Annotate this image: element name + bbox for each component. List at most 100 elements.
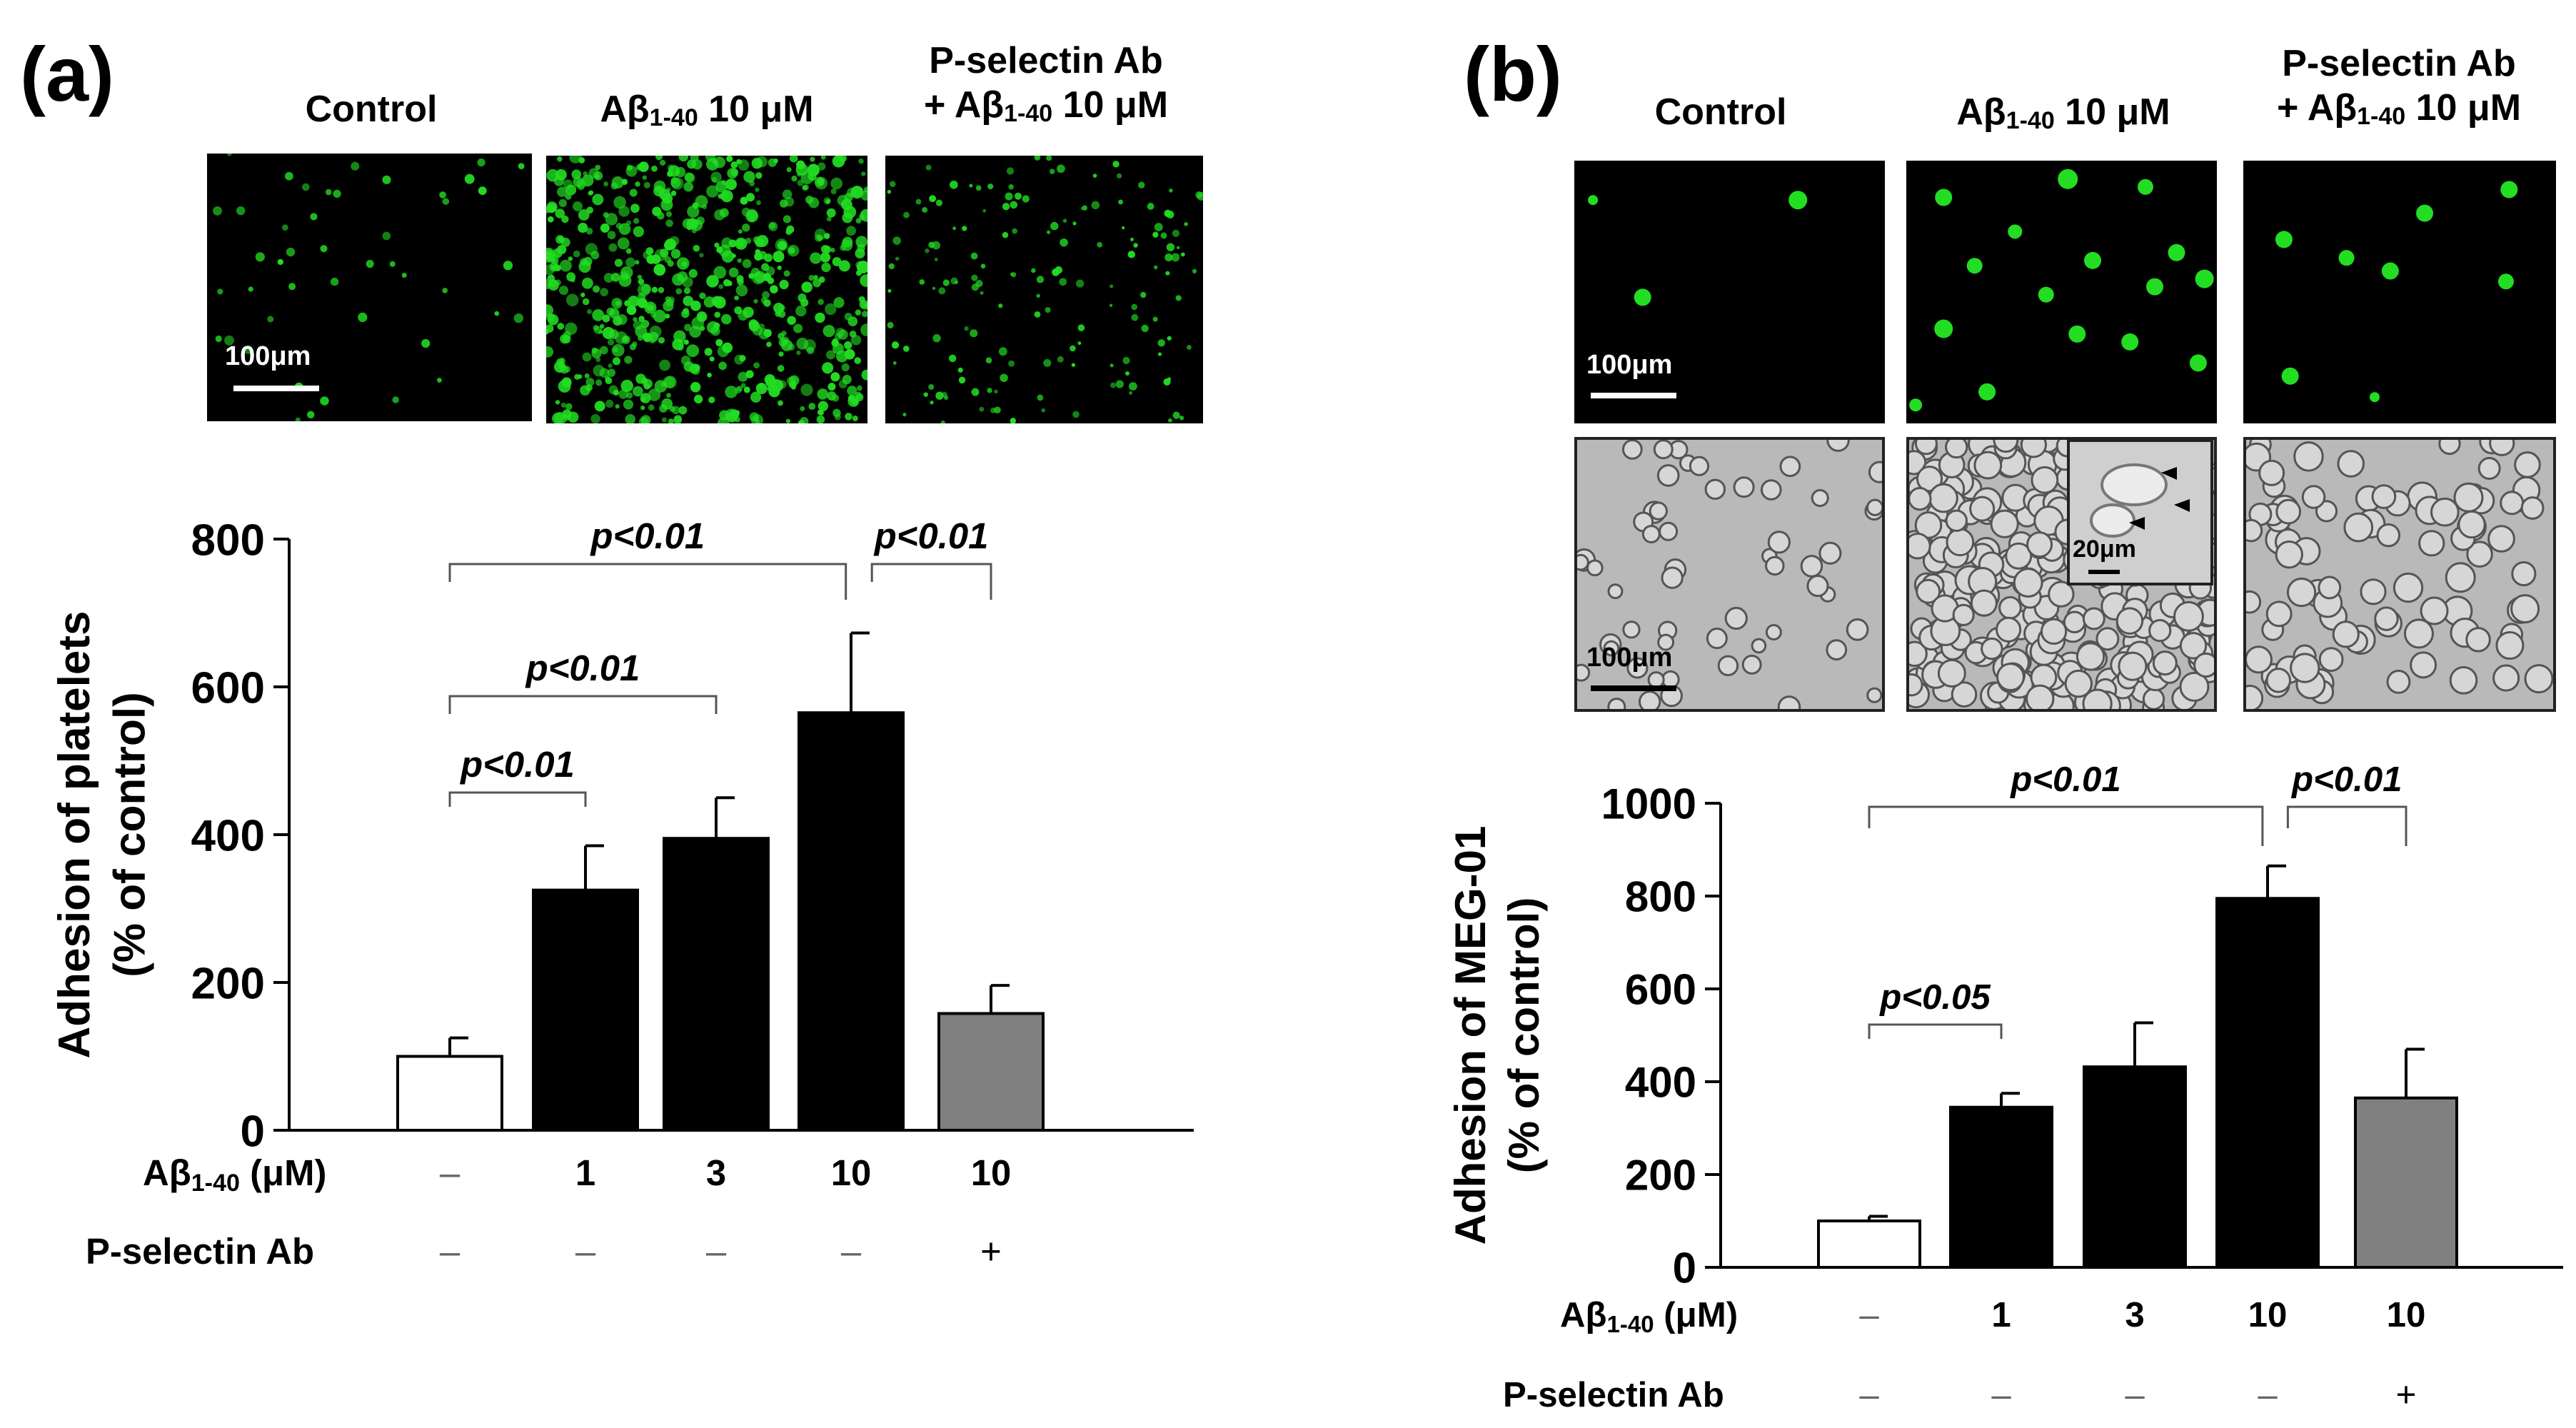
significance-label: p<0.01 (2290, 760, 2403, 799)
abeta-row-label: Aβ1-40 (μM) (1560, 1295, 1738, 1337)
abeta-row-label: Aβ1-40 (μM) (143, 1152, 326, 1197)
pselectin-value-3: – (2258, 1375, 2278, 1414)
bar-4 (937, 1012, 1045, 1132)
significance-label: p<0.01 (2009, 760, 2121, 799)
abeta-value-3: 10 (831, 1152, 872, 1193)
pselectin-row-label: P-selectin Ab (1503, 1375, 1724, 1414)
micrograph-texture (2246, 440, 2553, 709)
bar-2 (2083, 1065, 2187, 1269)
significance-label: p<0.01 (873, 516, 989, 556)
y-tick-label: 200 (191, 959, 265, 1008)
significance-label: p<0.05 (1878, 977, 1991, 1017)
y-tick-label: 600 (191, 663, 265, 713)
abeta-value-4: 10 (2387, 1295, 2426, 1334)
significance-bracket (2286, 805, 2408, 846)
abeta-value-2: 3 (706, 1152, 726, 1193)
pselectin-value-2: – (706, 1231, 727, 1272)
panel-a-label-abeta: Aβ1-40 10 μM (600, 89, 814, 131)
y-tick-label: 0 (241, 1107, 265, 1156)
significance-bracket (1868, 1023, 2003, 1039)
panel-b-fluor-scale-line (1591, 393, 1676, 398)
y-tick-label: 0 (1673, 1245, 1696, 1292)
panel-b-fluor-control (1574, 161, 1885, 423)
panel-b-phase-scale-line (1591, 685, 1676, 691)
abeta-value-0: – (1859, 1295, 1879, 1334)
significance-bracket (870, 563, 992, 600)
panel-b-fluor-pselectin (2243, 161, 2556, 423)
panel-b-phase-pselectin (2243, 437, 2556, 712)
y-axis-label: Adhesion of MEG-01 (% of control) (1447, 826, 1548, 1245)
micrograph-texture (887, 156, 1203, 423)
pselectin-value-4: + (980, 1231, 1002, 1272)
panel-b-label-control: Control (1654, 91, 1787, 133)
bar-1 (1949, 1105, 2053, 1269)
pselectin-row-label: P-selectin Ab (86, 1231, 314, 1272)
y-tick-label: 1000 (1601, 780, 1696, 828)
pselectin-value-4: + (2396, 1375, 2417, 1414)
panel-a-micrograph-control (207, 154, 532, 421)
arrowhead-icon (2161, 467, 2177, 480)
y-tick-label: 600 (1625, 966, 1696, 1014)
y-axis-label-line1: Adhesion of MEG-01 (1447, 826, 1494, 1245)
panel-a-micrograph-abeta (546, 156, 867, 423)
panel-b-letter: (b) (1464, 31, 1562, 117)
bar-3 (798, 711, 905, 1132)
micrograph-texture (2275, 181, 2518, 403)
panel-b-inset-scale-line (2088, 570, 2120, 574)
panel-b-fluor-abeta (1906, 161, 2217, 423)
significance-label: p<0.01 (525, 648, 640, 688)
abeta-value-2: 3 (2125, 1295, 2144, 1334)
panel-a-scale-bar-label: 100μm (225, 341, 311, 371)
bar-4 (2354, 1096, 2458, 1269)
y-axis-label-line2: (% of control) (106, 692, 155, 977)
y-tick-label: 800 (1625, 873, 1696, 921)
significance-bracket (1868, 805, 2264, 846)
pselectin-value-3: – (841, 1231, 862, 1272)
abeta-value-1: 1 (1991, 1295, 2011, 1334)
pselectin-value-0: – (1859, 1375, 1879, 1414)
y-axis-label: Adhesion of platelets (% of control) (50, 611, 155, 1059)
bar-0 (1817, 1220, 1921, 1269)
pselectin-value-1: – (575, 1231, 596, 1272)
micrograph-texture (546, 156, 867, 423)
panel-b-label-pselectin: P-selectin Ab + Aβ1-40 10 μM (2276, 43, 2522, 131)
y-tick-label: 400 (191, 811, 265, 860)
panel-a-scale-bar-line (233, 386, 319, 391)
significance-label: p<0.01 (590, 516, 705, 556)
significance-bracket (448, 791, 587, 807)
y-tick-label: 800 (191, 516, 265, 565)
significance-label: p<0.01 (459, 744, 575, 785)
abeta-value-0: – (440, 1152, 461, 1193)
arrowhead-icon (2174, 499, 2190, 512)
panel-b-phase-control (1574, 437, 1885, 712)
abeta-value-4: 10 (971, 1152, 1012, 1193)
abeta-value-3: 10 (2248, 1295, 2288, 1334)
panel-b-label-abeta: Aβ1-40 10 μM (1956, 91, 2170, 134)
y-tick-label: 400 (1625, 1059, 1696, 1107)
panel-b-inset-micrograph (2067, 439, 2213, 585)
bar-0 (396, 1055, 503, 1132)
pselectin-value-0: – (440, 1231, 461, 1272)
panel-b-inset-scale-label: 20μm (2073, 536, 2136, 563)
abeta-value-1: 1 (575, 1152, 595, 1193)
y-tick-label: 200 (1625, 1152, 1696, 1200)
arrowhead-icon (2129, 517, 2145, 530)
pselectin-value-2: – (2125, 1375, 2145, 1414)
y-axis-label-line2: (% of control) (1500, 897, 1548, 1174)
micrograph-texture (1577, 440, 1882, 709)
panel-a-micrograph-pselectin (885, 156, 1203, 423)
bar-3 (2215, 897, 2320, 1269)
significance-bracket (448, 695, 718, 714)
pselectin-value-1: – (1991, 1375, 2011, 1414)
panel-b-phase-scale-label: 100μm (1586, 643, 1673, 673)
micrograph-texture (1588, 191, 1808, 306)
panel-a-letter: (a) (20, 31, 114, 117)
micrograph-texture (2090, 463, 2190, 538)
significance-bracket (448, 563, 847, 600)
panel-a-label-pselectin: P-selectin Ab + Aβ1-40 10 μM (923, 40, 1169, 128)
y-axis-label-line1: Adhesion of platelets (50, 611, 99, 1059)
bar-1 (532, 888, 639, 1132)
panel-a-label-control: Control (305, 89, 438, 130)
